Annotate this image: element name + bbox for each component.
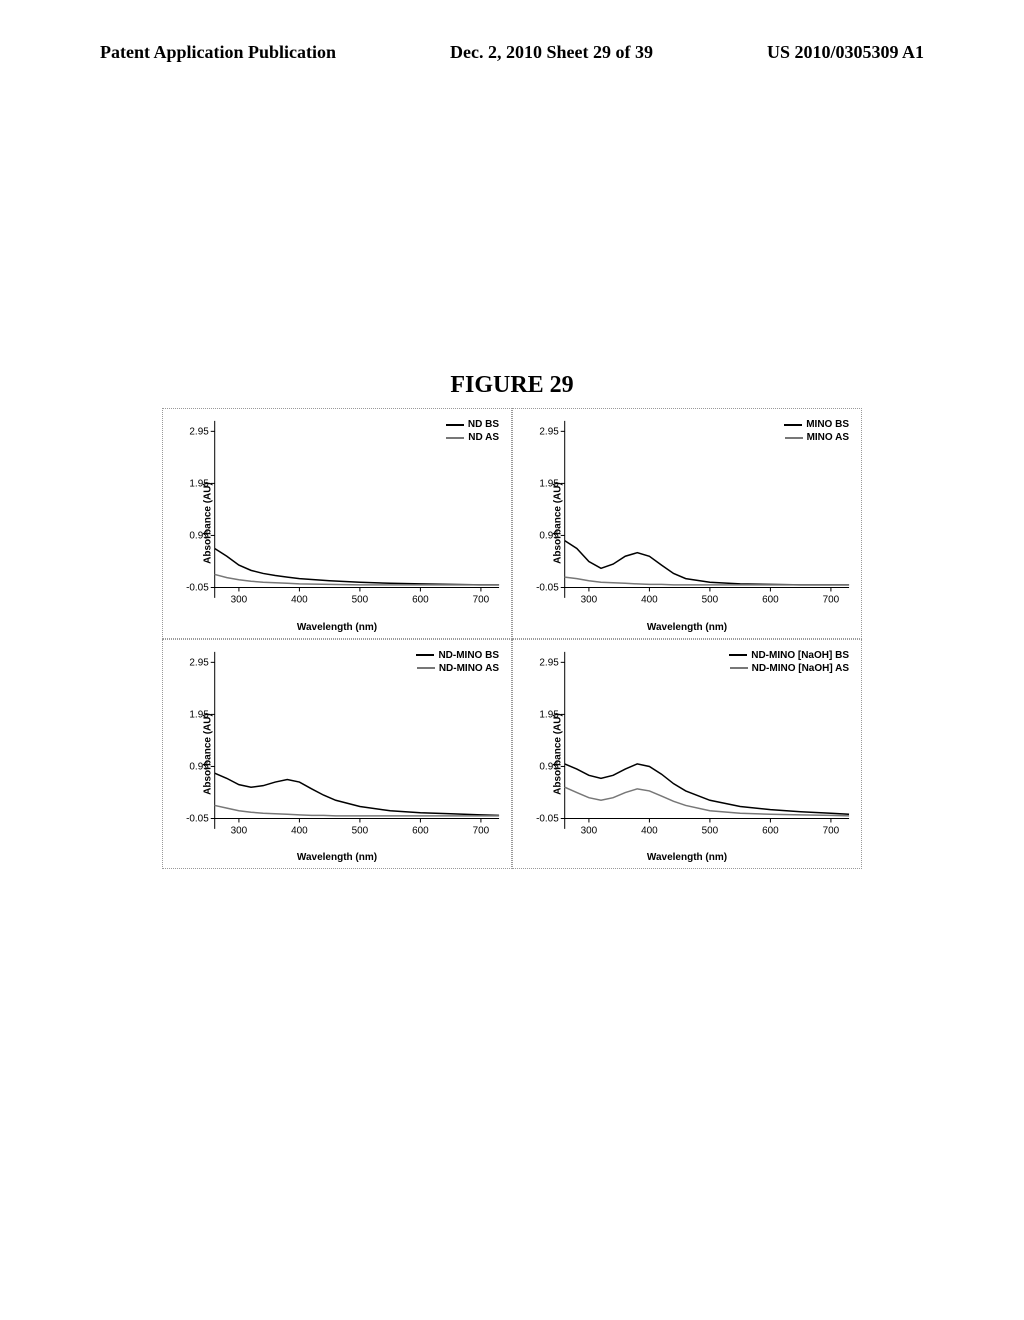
svg-text:300: 300 xyxy=(581,825,598,836)
legend-label: ND-MINO [NaOH] AS xyxy=(752,663,849,674)
chart-nd-mino-naoh: -0.050.951.952.95300400500600700Absorban… xyxy=(512,639,862,870)
chart-legend: ND-MINO [NaOH] BS ND-MINO [NaOH] AS xyxy=(729,650,849,676)
legend-label: MINO AS xyxy=(807,432,849,443)
svg-text:600: 600 xyxy=(762,825,779,836)
y-axis-label: Absorbance (AU) xyxy=(552,713,563,795)
legend-item: MINO AS xyxy=(784,432,849,443)
legend-label: ND-MINO AS xyxy=(439,663,499,674)
legend-item: MINO BS xyxy=(784,419,849,430)
svg-text:-0.05: -0.05 xyxy=(536,813,559,824)
svg-text:500: 500 xyxy=(352,594,369,605)
legend-item: ND AS xyxy=(446,432,499,443)
svg-text:-0.05: -0.05 xyxy=(536,582,559,593)
legend-swatch xyxy=(784,424,802,426)
svg-text:700: 700 xyxy=(823,594,840,605)
x-axis-label: Wavelength (nm) xyxy=(513,852,861,863)
legend-label: ND-MINO [NaOH] BS xyxy=(751,650,849,661)
svg-text:-0.05: -0.05 xyxy=(186,582,209,593)
svg-text:600: 600 xyxy=(412,594,429,605)
legend-label: ND BS xyxy=(468,419,499,430)
legend-swatch xyxy=(446,424,464,426)
chart-grid: -0.050.951.952.95300400500600700Absorban… xyxy=(162,408,862,868)
chart-legend: MINO BS MINO AS xyxy=(784,419,849,445)
chart-nd-mino: -0.050.951.952.95300400500600700Absorban… xyxy=(162,639,512,870)
svg-text:500: 500 xyxy=(352,825,369,836)
legend-label: ND AS xyxy=(468,432,499,443)
page-header: Patent Application Publication Dec. 2, 2… xyxy=(0,42,1024,63)
y-axis-label: Absorbance (AU) xyxy=(202,713,213,795)
legend-label: MINO BS xyxy=(806,419,849,430)
svg-text:2.95: 2.95 xyxy=(189,657,209,668)
svg-text:300: 300 xyxy=(231,825,248,836)
header-left: Patent Application Publication xyxy=(100,42,336,63)
svg-text:300: 300 xyxy=(581,594,598,605)
svg-text:600: 600 xyxy=(762,594,779,605)
legend-item: ND-MINO [NaOH] BS xyxy=(729,650,849,661)
legend-swatch xyxy=(417,667,435,669)
svg-text:500: 500 xyxy=(702,825,719,836)
chart-legend: ND BS ND AS xyxy=(446,419,499,445)
svg-text:700: 700 xyxy=(823,825,840,836)
header-center: Dec. 2, 2010 Sheet 29 of 39 xyxy=(450,42,653,63)
svg-text:2.95: 2.95 xyxy=(189,426,209,437)
chart-nd: -0.050.951.952.95300400500600700Absorban… xyxy=(162,408,512,639)
svg-text:-0.05: -0.05 xyxy=(186,813,209,824)
svg-text:600: 600 xyxy=(412,825,429,836)
legend-item: ND-MINO [NaOH] AS xyxy=(729,663,849,674)
svg-text:300: 300 xyxy=(231,594,248,605)
svg-text:400: 400 xyxy=(291,594,308,605)
x-axis-label: Wavelength (nm) xyxy=(163,622,511,633)
header-right: US 2010/0305309 A1 xyxy=(767,42,924,63)
legend-item: ND-MINO BS xyxy=(416,650,499,661)
svg-text:400: 400 xyxy=(291,825,308,836)
svg-text:2.95: 2.95 xyxy=(539,426,559,437)
svg-text:500: 500 xyxy=(702,594,719,605)
figure-title: FIGURE 29 xyxy=(0,372,1024,399)
legend-swatch xyxy=(730,667,748,669)
x-axis-label: Wavelength (nm) xyxy=(163,852,511,863)
svg-text:700: 700 xyxy=(473,825,490,836)
legend-item: ND-MINO AS xyxy=(416,663,499,674)
legend-swatch xyxy=(416,654,434,656)
legend-label: ND-MINO BS xyxy=(438,650,499,661)
legend-item: ND BS xyxy=(446,419,499,430)
chart-legend: ND-MINO BS ND-MINO AS xyxy=(416,650,499,676)
svg-text:2.95: 2.95 xyxy=(539,657,559,668)
chart-mino: -0.050.951.952.95300400500600700Absorban… xyxy=(512,408,862,639)
x-axis-label: Wavelength (nm) xyxy=(513,622,861,633)
y-axis-label: Absorbance (AU) xyxy=(552,482,563,564)
svg-text:700: 700 xyxy=(473,594,490,605)
svg-text:400: 400 xyxy=(641,825,658,836)
y-axis-label: Absorbance (AU) xyxy=(202,482,213,564)
legend-swatch xyxy=(729,654,747,656)
legend-swatch xyxy=(785,437,803,439)
svg-text:400: 400 xyxy=(641,594,658,605)
legend-swatch xyxy=(446,437,464,439)
